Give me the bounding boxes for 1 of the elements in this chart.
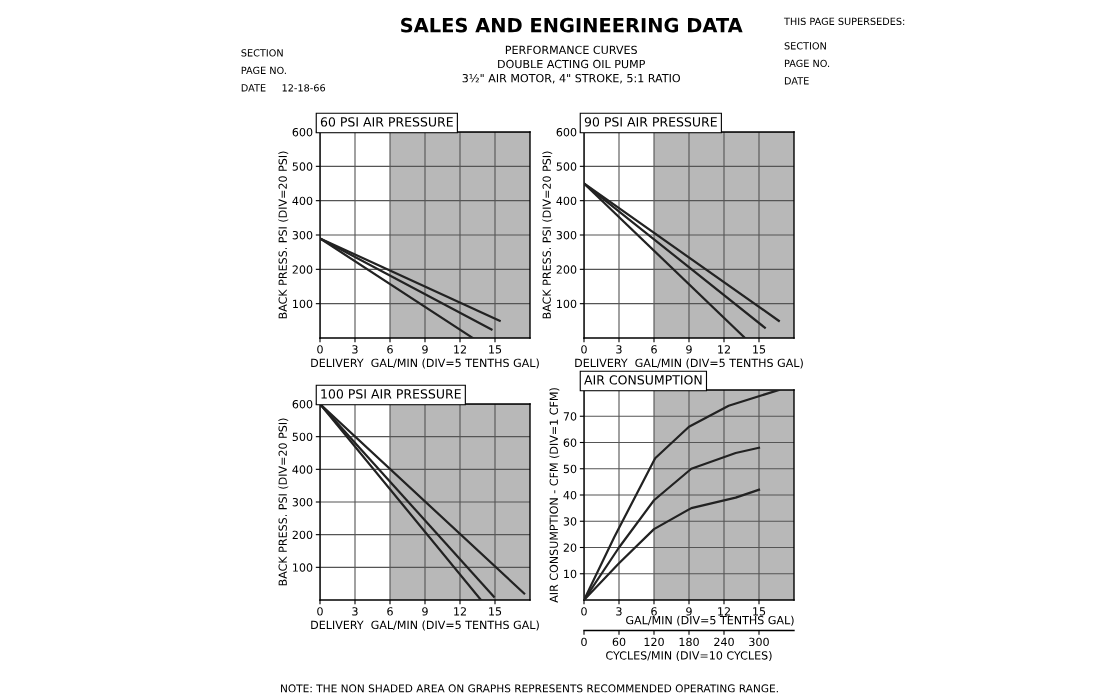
text: SALES AND ENGINEERING DATA — [401, 17, 743, 33]
